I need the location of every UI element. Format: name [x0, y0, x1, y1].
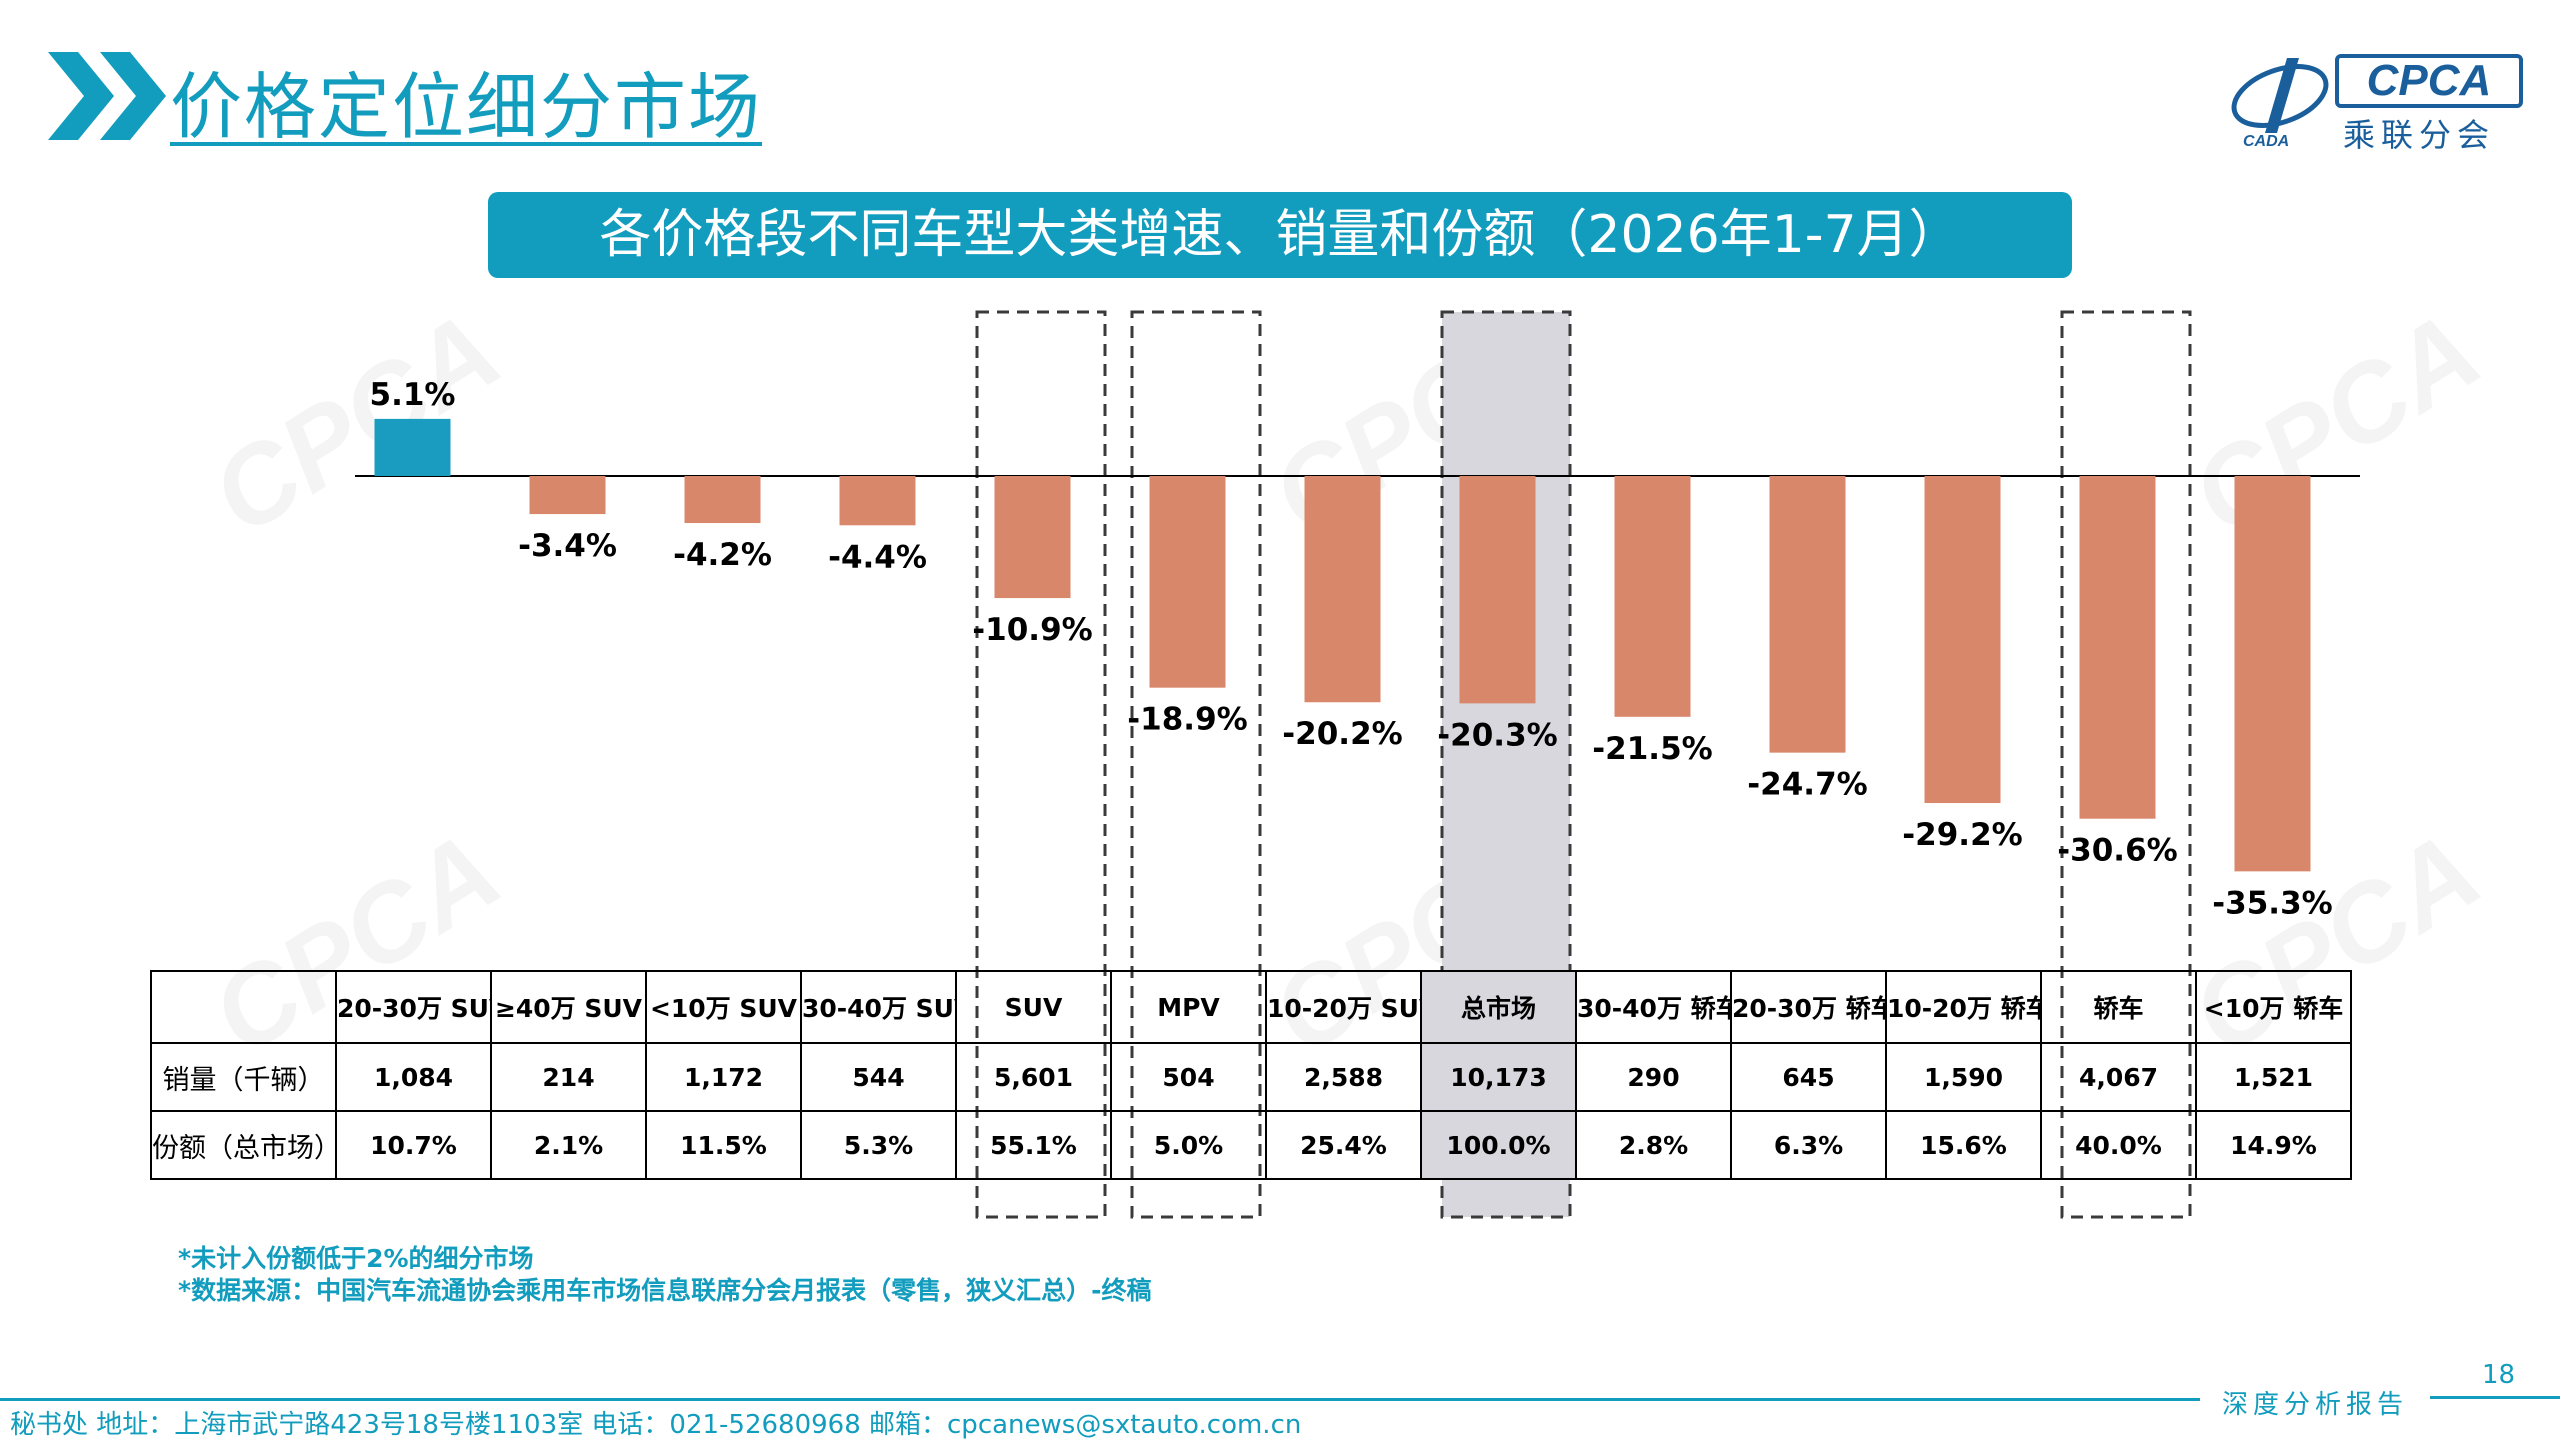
table-cell: 1,590 [1885, 1042, 2042, 1112]
table-header-cell: SUV [955, 970, 1112, 1044]
table-cell: 100.0% [1420, 1110, 1577, 1180]
table-cell: 14.9% [2195, 1110, 2352, 1180]
table-header-cell: 20-30万 SUV [335, 970, 492, 1044]
report-tag: 深度分析报告 [2222, 1390, 2409, 1420]
bar [1614, 476, 1691, 717]
table-cell: 15.6% [1885, 1110, 2042, 1180]
report-tag-divider [2430, 1396, 2560, 1399]
bar-value-label: -4.4% [828, 539, 927, 575]
footer-divider [0, 1398, 2200, 1401]
table-cell: 2,588 [1265, 1042, 1422, 1112]
bar [2079, 476, 2156, 819]
table-cell: 6.3% [1730, 1110, 1887, 1180]
logo-text: CPCA [2335, 54, 2523, 108]
table-header-cell: 10-20万 SUV [1265, 970, 1422, 1044]
table-cell: 1,084 [335, 1042, 492, 1112]
highlight-box [2060, 310, 2192, 1219]
table-header-cell: ≥40万 SUV [490, 970, 647, 1044]
table-cell: 2.1% [490, 1110, 647, 1180]
table-cell: 5.0% [1110, 1110, 1267, 1180]
table-header-cell: <10万 SUV [645, 970, 802, 1044]
table-header-cell: 30-40万 SUV [800, 970, 957, 1044]
table-cell: 55.1% [955, 1110, 1112, 1180]
table-cell: 5.3% [800, 1110, 957, 1180]
table-cell: 40.0% [2040, 1110, 2197, 1180]
chevron-right-icon [48, 52, 166, 140]
bar [1769, 476, 1846, 753]
table-corner-cell [150, 970, 337, 1044]
table-header-cell: <10万 轿车 [2195, 970, 2352, 1044]
bar [839, 476, 916, 526]
table-cell: 10,173 [1420, 1042, 1577, 1112]
table-cell: 11.5% [645, 1110, 802, 1180]
bar-value-label: -30.6% [2057, 833, 2177, 869]
table-header-cell: MPV [1110, 970, 1267, 1044]
bar-value-label: -24.7% [1747, 767, 1867, 803]
highlight-box [975, 310, 1107, 1219]
bar-value-label: -10.9% [972, 612, 1092, 648]
bar-value-label: -21.5% [1592, 731, 1712, 767]
bar [1924, 476, 2001, 804]
table-header-cell: 总市场 [1420, 970, 1577, 1044]
table-cell: 4,067 [2040, 1042, 2197, 1112]
bar [529, 476, 606, 515]
bar [1304, 476, 1381, 703]
footnote: *未计入份额低于2%的细分市场 [178, 1244, 534, 1273]
highlight-box [1440, 310, 1572, 1219]
bar [994, 476, 1071, 599]
logo-mark-text: CADA [2243, 133, 2289, 148]
bar [374, 418, 451, 476]
page-number: 18 [2482, 1360, 2516, 1390]
table-row: 份额（总市场） 10.7% 2.1% 11.5% 5.3% 55.1% 5.0% 25.4% 1… [150, 1110, 2352, 1180]
chart-banner-title: 各价格段不同车型大类增速、销量和份额（2026年1-7月） [488, 192, 2072, 278]
highlight-box [1130, 310, 1262, 1219]
table-header-cell: 轿车 [2040, 970, 2197, 1044]
bar-value-label: -20.2% [1282, 716, 1402, 752]
bar [684, 476, 761, 524]
cpca-logo: CADA CPCA 乘联分会 [2225, 48, 2525, 154]
page-title: 价格定位细分市场 [170, 65, 763, 149]
table-cell: 214 [490, 1042, 647, 1112]
bar-value-label: 5.1% [370, 377, 456, 413]
bar [1459, 476, 1536, 704]
logo-subtitle: 乘联分会 [2343, 116, 2496, 154]
table-cell: 504 [1110, 1042, 1267, 1112]
bar-value-label: -4.2% [673, 537, 772, 573]
footnotes: *未计入份额低于2%的细分市场 *数据来源：中国汽车流通协会乘用车市场信息联席分… [178, 1243, 1151, 1307]
table-row: 销量（千辆） 1,084 214 1,172 544 5,601 504 2,588 10,17… [150, 1042, 2352, 1112]
bar [1149, 476, 1226, 688]
bar-value-label: -35.3% [2212, 885, 2332, 921]
table-cell: 10.7% [335, 1110, 492, 1180]
bar [2234, 476, 2311, 872]
table-header-cell: 10-20万 轿车 [1885, 970, 2042, 1044]
table-row-label: 销量（千辆） [150, 1042, 337, 1112]
table-cell: 5,601 [955, 1042, 1112, 1112]
cpca-emblem-icon: CADA [2231, 58, 2329, 148]
bar-value-label: -18.9% [1127, 702, 1247, 738]
table-row-label: 份额（总市场） [150, 1110, 337, 1180]
footnote: *数据来源：中国汽车流通协会乘用车市场信息联席分会月报表（零售，狭义汇总）-终稿 [178, 1276, 1152, 1305]
table-cell: 544 [800, 1042, 957, 1112]
table-header-cell: 30-40万 轿车 [1575, 970, 1732, 1044]
bar-value-label: -29.2% [1902, 817, 2022, 853]
bar-value-label: -3.4% [518, 528, 617, 564]
table-cell: 1,521 [2195, 1042, 2352, 1112]
table-cell: 25.4% [1265, 1110, 1422, 1180]
table-header-cell: 20-30万 轿车 [1730, 970, 1887, 1044]
table-cell: 1,172 [645, 1042, 802, 1112]
table-cell: 645 [1730, 1042, 1887, 1112]
bar-value-label: -20.3% [1437, 717, 1557, 753]
table-cell: 2.8% [1575, 1110, 1732, 1180]
footer-contact: 秘书处 地址：上海市武宁路423号18号楼1103室 电话：021-526809… [10, 1410, 1302, 1440]
table-cell: 290 [1575, 1042, 1732, 1112]
